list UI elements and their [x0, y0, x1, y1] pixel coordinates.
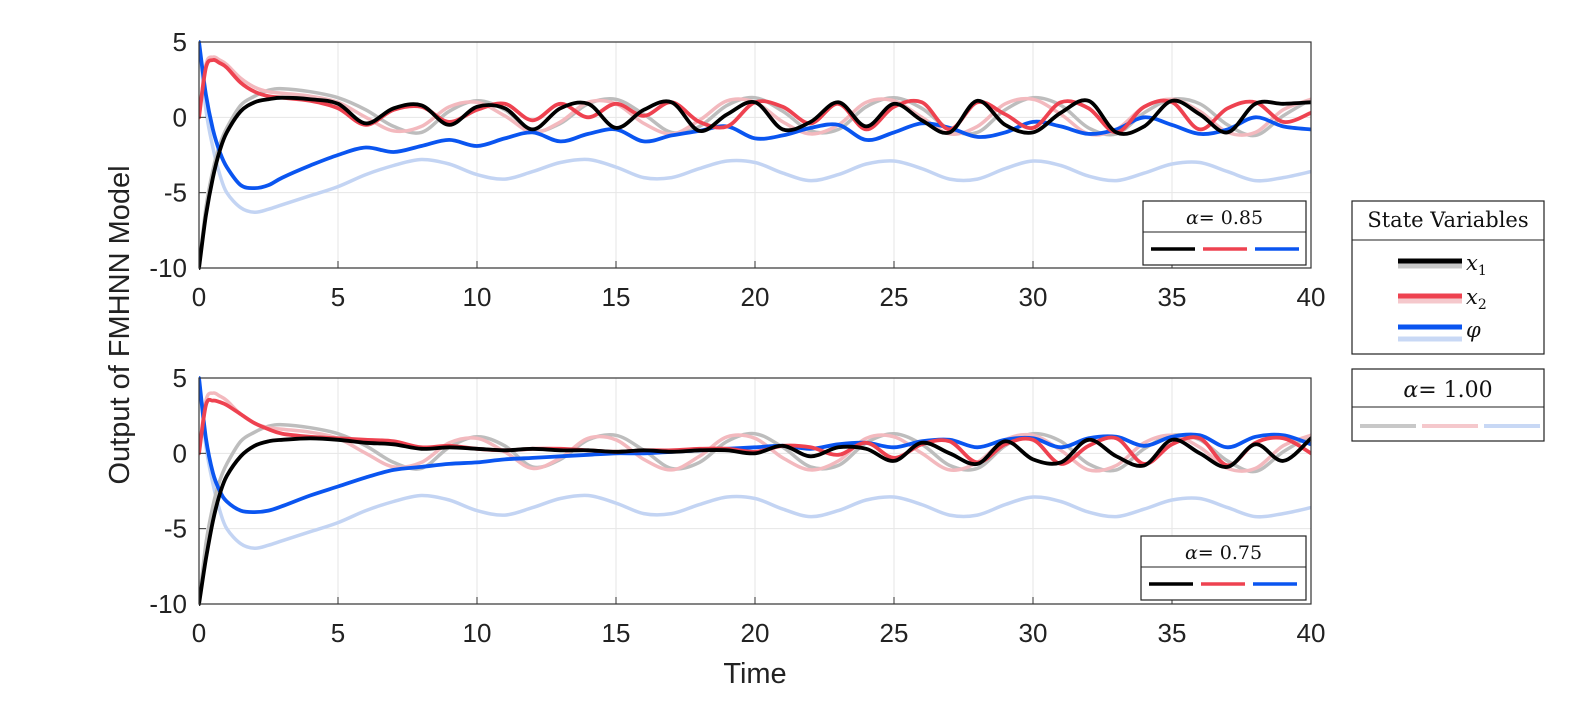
legend-reference-alpha: α= 1.00 — [1351, 368, 1545, 442]
y-tick-label: -10 — [149, 589, 187, 619]
series-x2-reference — [199, 391, 1311, 473]
legend-entry-phi: φ — [1398, 318, 1481, 342]
y-tick-label: 0 — [173, 102, 187, 132]
alpha-symbol: α — [1185, 542, 1198, 564]
panel-bottom: 0 5 10 15 20 25 30 35 40 5 0 -5 -10 α= 0.75 — [149, 363, 1325, 648]
x-tick-label: 15 — [602, 282, 631, 312]
series-phi — [199, 40, 1311, 191]
y-tick-label: -5 — [164, 514, 187, 544]
x-tick-label: 20 — [741, 282, 770, 312]
x-tick-label: 40 — [1297, 282, 1326, 312]
legend-symbol: x1 — [1466, 251, 1487, 279]
legend-title: State Variables — [1367, 208, 1528, 232]
legend-entry-x1: x1 — [1398, 251, 1487, 279]
x-tick-label: 35 — [1158, 282, 1187, 312]
x-tick-label: 5 — [331, 282, 345, 312]
x-tick-label: 10 — [463, 282, 492, 312]
x-tick-label: 30 — [1019, 618, 1048, 648]
x-tick-label: 40 — [1297, 618, 1326, 648]
x-tick-label: 0 — [192, 282, 206, 312]
x-tick-label: 10 — [463, 618, 492, 648]
x-tick-label: 0 — [192, 618, 206, 648]
y-tick-label: -10 — [149, 253, 187, 283]
y-tick-label: 5 — [173, 363, 187, 393]
series-x1 — [199, 436, 1311, 606]
x-tick-label: 35 — [1158, 618, 1187, 648]
legend-symbol: φ — [1466, 318, 1481, 342]
legend-state-variables: State Variables x1 x2 φ — [1351, 200, 1545, 355]
series-x1 — [199, 95, 1311, 270]
x-tick-label: 25 — [880, 282, 909, 312]
legend-reference-title: α= 1.00 — [1403, 378, 1492, 403]
y-tick-label: -5 — [164, 178, 187, 208]
x-axis-label: Time — [723, 658, 786, 690]
x-tick-label: 15 — [602, 618, 631, 648]
y-tick-label: 0 — [173, 438, 187, 468]
legend-alpha-0: α= 0.85 — [1142, 200, 1307, 266]
alpha-symbol: α — [1186, 207, 1199, 229]
series-group — [199, 40, 1311, 270]
y-tick-label: 5 — [173, 27, 187, 57]
x-tick-label: 20 — [741, 618, 770, 648]
x-tick-label: 5 — [331, 618, 345, 648]
series-phi-reference — [199, 40, 1311, 215]
legend-alpha-1: α= 0.75 — [1140, 535, 1307, 601]
legend-alpha-title: α= 0.75 — [1185, 542, 1262, 564]
panel-top: 0 5 10 15 20 25 30 35 40 5 0 -5 -10 α= 0.85 — [149, 27, 1325, 312]
legend-entry-x2: x2 — [1398, 285, 1487, 313]
x-tick-label: 25 — [880, 618, 909, 648]
legend-box — [1140, 535, 1307, 601]
series-group — [199, 376, 1311, 606]
legend-alpha-title: α= 0.85 — [1186, 207, 1263, 229]
legend-box — [1142, 200, 1307, 266]
alpha-value: = 0.75 — [1198, 542, 1262, 564]
legend-box — [1351, 368, 1545, 442]
alpha-value: = 0.85 — [1199, 207, 1263, 229]
series-phi-reference — [199, 376, 1311, 551]
y-axis-label: Output of FMHNN Model — [104, 165, 136, 484]
legend-symbol: x2 — [1466, 285, 1487, 313]
x-tick-label: 30 — [1019, 282, 1048, 312]
